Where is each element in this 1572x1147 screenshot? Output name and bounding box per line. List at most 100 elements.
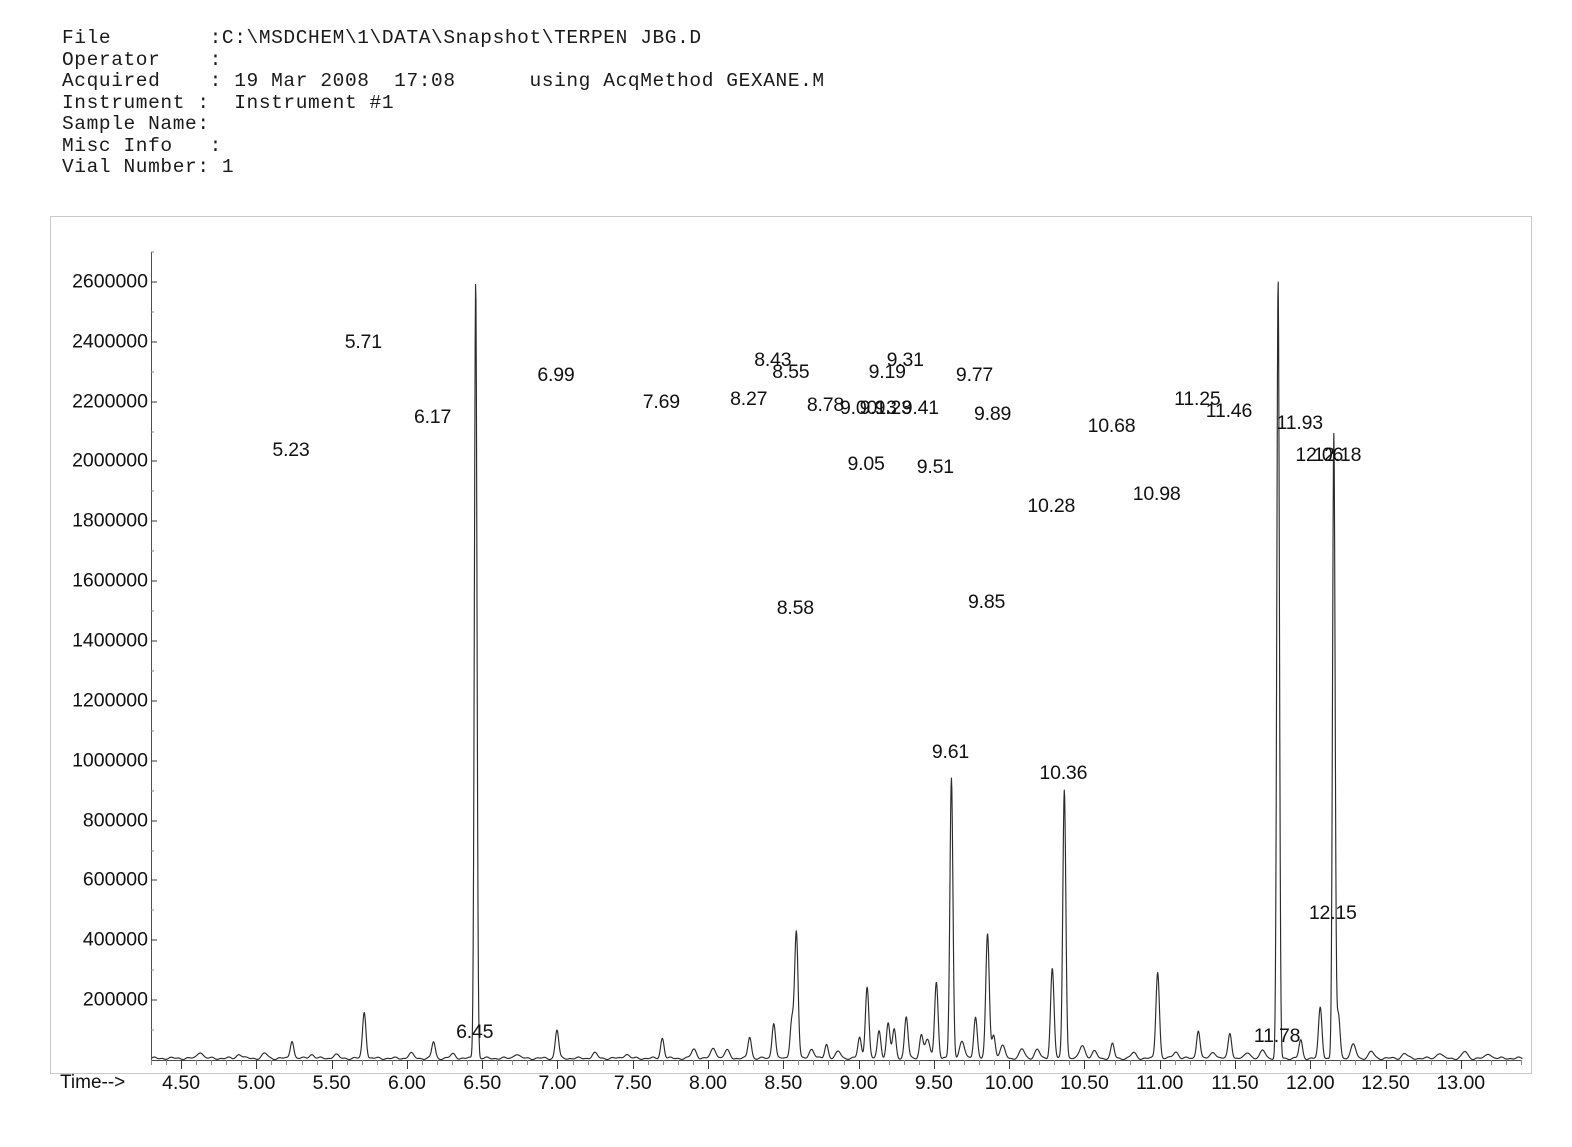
x-tick-mark: [933, 1060, 935, 1069]
header-row-label: Acquired: [62, 70, 210, 92]
y-tick-minor-mark: [151, 1029, 154, 1031]
x-tick-minor-mark: [677, 1060, 679, 1065]
x-tick-mark: [858, 1060, 860, 1069]
header-row-label: File: [62, 27, 210, 49]
x-tick-minor-mark: [1099, 1060, 1101, 1065]
x-tick-minor-mark: [873, 1060, 875, 1065]
x-tick-minor-mark: [271, 1060, 273, 1065]
y-tick-minor-mark: [151, 371, 154, 373]
y-tick-label: 2000000: [72, 449, 148, 472]
x-tick-minor-mark: [888, 1060, 890, 1065]
x-tick-label: 9.50: [914, 1072, 953, 1094]
peak-label: 9.77: [955, 363, 994, 386]
y-tick-mark: [151, 760, 157, 762]
x-tick-label: 5.50: [312, 1072, 351, 1094]
peak-label: 7.69: [642, 390, 680, 413]
x-tick-minor-mark: [512, 1060, 514, 1065]
x-tick-mark: [783, 1060, 785, 1069]
y-tick-mark: [151, 341, 157, 343]
peak-label: 10.28: [1027, 495, 1076, 518]
peak-label: 9.61: [931, 740, 969, 763]
x-tick-minor-mark: [602, 1060, 604, 1065]
x-tick-minor-mark: [196, 1060, 198, 1065]
x-tick-mark: [557, 1060, 559, 1069]
x-tick-label: 12.00: [1285, 1072, 1335, 1094]
x-tick-mark: [331, 1060, 333, 1069]
acquisition-header: File :C:\MSDCHEM\1\DATA\Snapshot\TERPEN …: [62, 27, 825, 179]
peak-label: 8.55: [772, 360, 810, 383]
tic-trace: [151, 281, 1523, 1061]
x-tick-minor-mark: [1340, 1060, 1342, 1065]
header-row: Vial Number: 1: [62, 156, 825, 179]
x-tick-minor-mark: [994, 1060, 996, 1065]
x-tick-minor-mark: [1265, 1060, 1267, 1065]
x-tick-mark: [1460, 1060, 1462, 1069]
x-tick-minor-mark: [948, 1060, 950, 1065]
y-tick-mark: [151, 939, 157, 941]
x-tick-mark: [632, 1060, 634, 1069]
x-tick-minor-mark: [1069, 1060, 1071, 1065]
y-tick-label: 1000000: [72, 749, 148, 772]
x-axis-line: [151, 1060, 1521, 1061]
peak-label: 8.43: [754, 348, 792, 371]
y-tick-minor-mark: [151, 670, 154, 672]
peak-label: 6.99: [537, 363, 575, 386]
peak-label: 6.17: [413, 405, 452, 428]
peak-label: 9.31: [886, 348, 924, 371]
x-tick-mark: [1159, 1060, 1161, 1069]
peak-label: 11.46: [1205, 399, 1253, 422]
y-tick-mark: [151, 999, 157, 1001]
peak-label: 11.93: [1276, 411, 1324, 434]
peak-label: 9.23: [874, 396, 912, 419]
x-tick-label: 12.50: [1361, 1072, 1410, 1094]
x-tick-minor-mark: [963, 1060, 965, 1065]
x-tick-label: 8.50: [764, 1072, 803, 1094]
x-tick-label: 10.50: [1060, 1072, 1109, 1094]
x-tick-mark: [1009, 1060, 1011, 1069]
y-tick-minor-mark: [151, 790, 154, 792]
peak-label: 5.71: [344, 330, 382, 353]
x-tick-minor-mark: [497, 1060, 499, 1065]
peak-label: 11.25: [1174, 387, 1221, 410]
y-tick-label: 800000: [82, 809, 148, 832]
x-tick-minor-mark: [903, 1060, 905, 1065]
peak-label: 9.41: [901, 396, 939, 419]
peak-label: 12.06: [1295, 444, 1344, 467]
x-tick-minor-mark: [1189, 1060, 1191, 1065]
x-tick-minor-mark: [1219, 1060, 1221, 1065]
y-tick-minor-mark: [151, 431, 154, 433]
x-tick-mark: [181, 1060, 183, 1069]
y-tick-mark: [151, 281, 157, 283]
x-tick-minor-mark: [361, 1060, 363, 1065]
x-tick-minor-mark: [1400, 1060, 1402, 1065]
x-tick-minor-mark: [1144, 1060, 1146, 1065]
y-tick-label: 600000: [82, 868, 148, 891]
x-tick-mark: [482, 1060, 484, 1069]
peak-label: 11.78: [1253, 1025, 1301, 1048]
x-tick-minor-mark: [527, 1060, 529, 1065]
y-tick-mark: [151, 401, 157, 403]
x-tick-label: 7.00: [538, 1072, 577, 1094]
x-axis-title: Time-->: [60, 1072, 126, 1093]
x-tick-minor-mark: [166, 1060, 168, 1065]
x-tick-label: 10.00: [984, 1072, 1034, 1094]
x-tick-minor-mark: [376, 1060, 378, 1065]
x-tick-minor-mark: [1204, 1060, 1206, 1065]
x-tick-minor-mark: [1490, 1060, 1492, 1065]
x-tick-minor-mark: [1521, 1060, 1522, 1065]
x-tick-minor-mark: [1415, 1060, 1417, 1065]
plot-frame: [50, 216, 1532, 1074]
x-tick-minor-mark: [1430, 1060, 1432, 1065]
y-tick-minor-mark: [151, 550, 154, 552]
x-tick-minor-mark: [421, 1060, 423, 1065]
x-tick-label: 13.00: [1436, 1072, 1486, 1094]
x-tick-minor-mark: [753, 1060, 755, 1065]
peak-label: 10.36: [1039, 761, 1088, 784]
x-tick-minor-mark: [1445, 1060, 1447, 1065]
y-tick-minor-mark: [151, 311, 154, 313]
header-row-label: Operator: [62, 48, 210, 71]
y-tick-label: 2200000: [72, 390, 148, 413]
x-tick-minor-mark: [617, 1060, 619, 1065]
y-tick-minor-mark: [151, 969, 154, 971]
